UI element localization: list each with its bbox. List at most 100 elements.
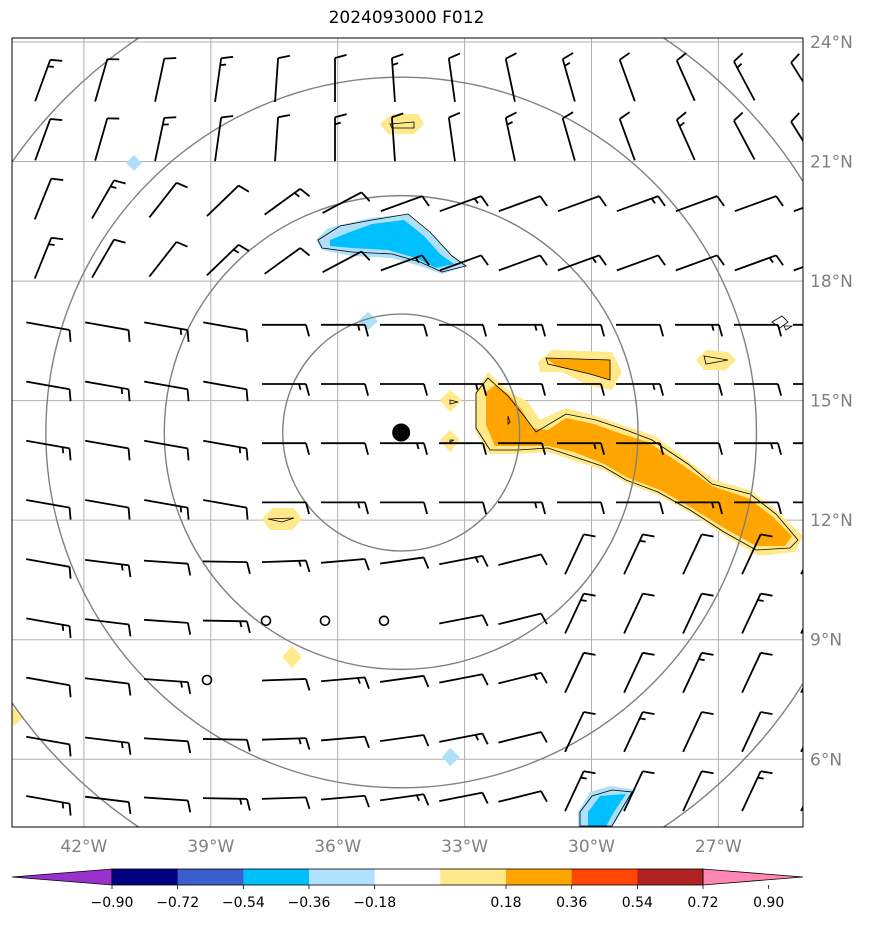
- positive-anomaly-patch: [380, 114, 424, 134]
- longitude-labels: 42°W 39°W 36°W 33°W 30°W 27°W: [60, 837, 742, 857]
- wind-barb: [85, 499, 131, 520]
- wind-barb: [498, 254, 548, 272]
- wind-barb: [557, 195, 607, 213]
- wind-barb: [564, 770, 596, 812]
- calm-wind-marker: [378, 615, 390, 627]
- wind-barb: [320, 558, 370, 571]
- wind-barb: [391, 112, 404, 162]
- wind-barb: [143, 618, 192, 635]
- wind-barb: [439, 673, 489, 686]
- wind-barb: [498, 790, 548, 803]
- wind-barb: [564, 711, 596, 753]
- wind-barb: [380, 556, 430, 569]
- colorbar-segment: [243, 869, 310, 885]
- wind-barb: [616, 501, 664, 515]
- colorbar-segment: [571, 869, 638, 885]
- wind-barb: [498, 612, 548, 626]
- wind-barb: [320, 794, 370, 808]
- wind-barb: [33, 177, 64, 220]
- wind-barb: [439, 791, 489, 804]
- wind-barb: [616, 254, 666, 272]
- wind-barb: [143, 796, 192, 813]
- wind-barb: [504, 111, 517, 162]
- wind-barb: [320, 735, 370, 749]
- wind-barb: [734, 501, 782, 515]
- colorbar-extend-low: [11, 868, 113, 886]
- negative-anomaly-patch: [442, 748, 460, 766]
- wind-barb: [616, 383, 664, 396]
- calm-wind-marker: [260, 615, 272, 627]
- range-ring: [282, 313, 521, 552]
- map-frame: [11, 37, 804, 828]
- colorbar-segment: [112, 869, 179, 885]
- lat-tick-label: 6°N: [810, 750, 842, 770]
- wind-barb: [498, 195, 548, 213]
- wind-barb: [564, 592, 596, 634]
- contour-shading: [12, 114, 803, 827]
- wind-barb: [733, 111, 756, 160]
- wind-barb: [623, 592, 655, 634]
- wind-barb: [616, 442, 664, 456]
- wind-barb: [94, 58, 120, 102]
- wind-barb: [741, 711, 773, 753]
- wind-barb: [26, 558, 72, 579]
- wind-barb: [264, 247, 311, 275]
- positive-anomaly-core: [486, 385, 792, 546]
- wind-barb: [800, 745, 803, 753]
- wind-barb: [623, 770, 655, 812]
- colorbar-tick-label: 0.36: [556, 895, 587, 911]
- range-ring: [163, 194, 639, 671]
- wind-barb: [741, 651, 773, 694]
- wind-barb: [322, 250, 371, 273]
- wind-barb: [26, 321, 72, 343]
- wind-barb: [675, 111, 696, 161]
- wind-barb: [84, 736, 132, 755]
- lat-tick-label: 9°N: [810, 631, 842, 651]
- wind-barb: [682, 533, 714, 575]
- lon-tick-label: 30°W: [568, 837, 615, 857]
- wind-barb: [94, 117, 120, 161]
- wind-barb: [85, 439, 131, 461]
- colorbar-tick-label: 0.18: [490, 895, 521, 911]
- contour-lines: [267, 121, 799, 827]
- wind-barb: [391, 53, 404, 103]
- colorbar-segment: [177, 869, 244, 885]
- wind-barb: [675, 501, 723, 515]
- wind-barb: [675, 195, 725, 213]
- colorbar-tick-label: −0.36: [288, 895, 331, 911]
- wind-barb: [274, 114, 291, 162]
- wind-barb: [148, 181, 188, 218]
- wind-barb: [439, 554, 489, 568]
- colorbar-tick-label: −0.90: [91, 895, 134, 911]
- wind-barb: [154, 57, 177, 102]
- wind-barb: [618, 52, 636, 102]
- colorbar-segment: [309, 869, 376, 885]
- wind-barb: [734, 323, 782, 337]
- calm-wind-marker: [201, 674, 213, 686]
- wind-barb: [206, 184, 250, 217]
- wind-barb: [498, 383, 546, 396]
- wind-barb: [380, 323, 428, 337]
- wind-barb: [26, 380, 72, 402]
- wind-barb: [741, 533, 773, 575]
- lon-tick-label: 27°W: [695, 837, 742, 857]
- wind-barb: [143, 559, 192, 576]
- wind-barb: [203, 321, 249, 343]
- colorbar-tick-label: −0.54: [222, 895, 265, 911]
- wind-barb: [143, 678, 192, 695]
- wind-barb: [262, 323, 310, 337]
- wind-barb: [498, 442, 546, 456]
- wind-barb: [84, 677, 132, 696]
- wind-barb: [261, 678, 311, 691]
- wind-barb: [561, 111, 576, 161]
- lat-tick-label: 24°N: [810, 33, 853, 53]
- wind-barb: [202, 738, 251, 752]
- wind-barb: [144, 439, 190, 461]
- positive-anomaly-patch: [12, 708, 24, 726]
- wind-barb: [334, 54, 347, 102]
- colorbar-segment: [637, 869, 704, 885]
- lon-tick-label: 39°W: [187, 837, 234, 857]
- wind-barbs: [26, 52, 803, 816]
- wind-barb: [143, 737, 192, 754]
- wind-barb: [800, 686, 803, 694]
